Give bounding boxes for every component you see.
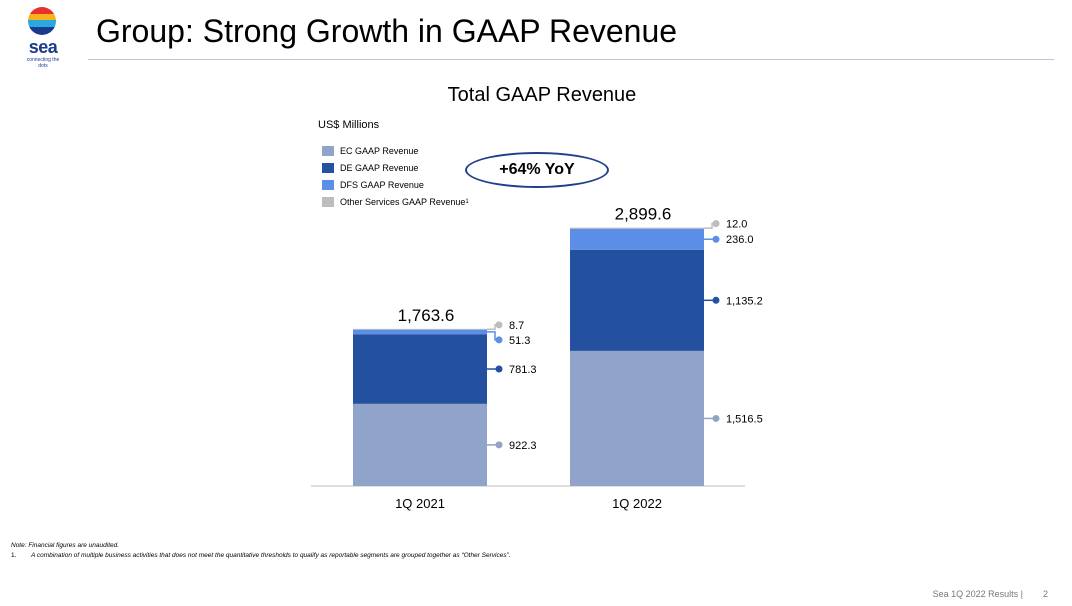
- sea-logo-mark: [28, 7, 56, 35]
- bar-segment-de-2: [570, 249, 704, 351]
- footnote-1: 1. A combination of multiple business act…: [11, 552, 511, 559]
- legend-item-ec: EC GAAP Revenue: [322, 142, 469, 159]
- data-label-de-2: 1,135.2: [726, 295, 763, 307]
- data-label-de-1: 781.3: [509, 364, 537, 376]
- data-label-ec-1: 922.3: [509, 440, 537, 452]
- page-footer: Sea 1Q 2022 Results | 2: [913, 589, 1048, 599]
- yoy-growth-callout: +64% YoY: [465, 152, 609, 188]
- data-label-dfs-1: 51.3: [509, 335, 530, 347]
- bar-segment-ec-1: [353, 403, 487, 486]
- leader-dot-dfs-1: [495, 336, 503, 344]
- leader-dot-ec-2: [712, 414, 720, 422]
- logo-tagline: connecting the dots: [26, 57, 60, 69]
- legend-label-dfs: DFS GAAP Revenue: [340, 179, 424, 190]
- footnote-1-text: A combination of multiple business activ…: [31, 552, 511, 559]
- data-label-other-2: 12.0: [726, 219, 747, 231]
- x-tick-label-1: 1Q 2021: [395, 496, 445, 511]
- bar-segment-ec-2: [570, 350, 704, 486]
- x-tick-label-2: 1Q 2022: [612, 496, 662, 511]
- legend-swatch-dfs: [322, 179, 334, 190]
- sea-logo: sea connecting the dots: [22, 5, 62, 69]
- legend-item-dfs: DFS GAAP Revenue: [322, 176, 469, 193]
- yoy-growth-text: +64% YoY: [499, 161, 575, 178]
- chart-title: Total GAAP Revenue: [447, 84, 637, 106]
- data-label-dfs-2: 236.0: [726, 234, 754, 246]
- legend-label-de: DE GAAP Revenue: [340, 162, 419, 173]
- unit-label: US$ Millions: [318, 119, 380, 131]
- leader-dot-ec-1: [495, 441, 503, 449]
- page-number: 2: [1042, 589, 1048, 599]
- slide-title: Group: Strong Growth in GAAP Revenue: [96, 13, 678, 49]
- leader-dot-de-2: [712, 296, 720, 304]
- legend-swatch-ec: [322, 145, 334, 156]
- footnote-note: Note: Financial figures are unaudited.: [11, 542, 120, 549]
- logo-wordmark: sea: [28, 37, 58, 57]
- leader-dot-other-2: [712, 220, 720, 228]
- footer-text: Sea 1Q 2022 Results |: [932, 589, 1023, 599]
- legend-swatch-de: [322, 162, 334, 173]
- title-divider: [88, 59, 1054, 60]
- total-label-1: 1,763.6: [398, 306, 455, 325]
- legend-label-other: Other Services GAAP Revenue: [340, 196, 466, 207]
- legend-swatch-other: [322, 196, 334, 207]
- chart-legend: EC GAAP Revenue DE GAAP Revenue DFS GAAP…: [322, 142, 469, 210]
- leader-dot-dfs-2: [712, 235, 720, 243]
- legend-footnote-ref: 1: [465, 198, 469, 205]
- bar-segment-dfs-2: [570, 228, 704, 250]
- leader-dot-other-1: [495, 321, 503, 329]
- leader-dot-de-1: [495, 365, 503, 373]
- data-label-other-1: 8.7: [509, 320, 524, 332]
- total-label-2: 2,899.6: [615, 205, 672, 224]
- bar-segment-other-2: [570, 227, 704, 229]
- legend-item-de: DE GAAP Revenue: [322, 159, 469, 176]
- legend-label-ec: EC GAAP Revenue: [340, 145, 419, 156]
- data-label-ec-2: 1,516.5: [726, 413, 763, 425]
- bar-segment-dfs-1: [353, 329, 487, 335]
- footnote-1-number: 1.: [11, 552, 17, 559]
- legend-item-other: Other Services GAAP Revenue 1: [322, 193, 469, 210]
- bar-segment-de-1: [353, 334, 487, 404]
- bar-segment-other-1: [353, 328, 487, 330]
